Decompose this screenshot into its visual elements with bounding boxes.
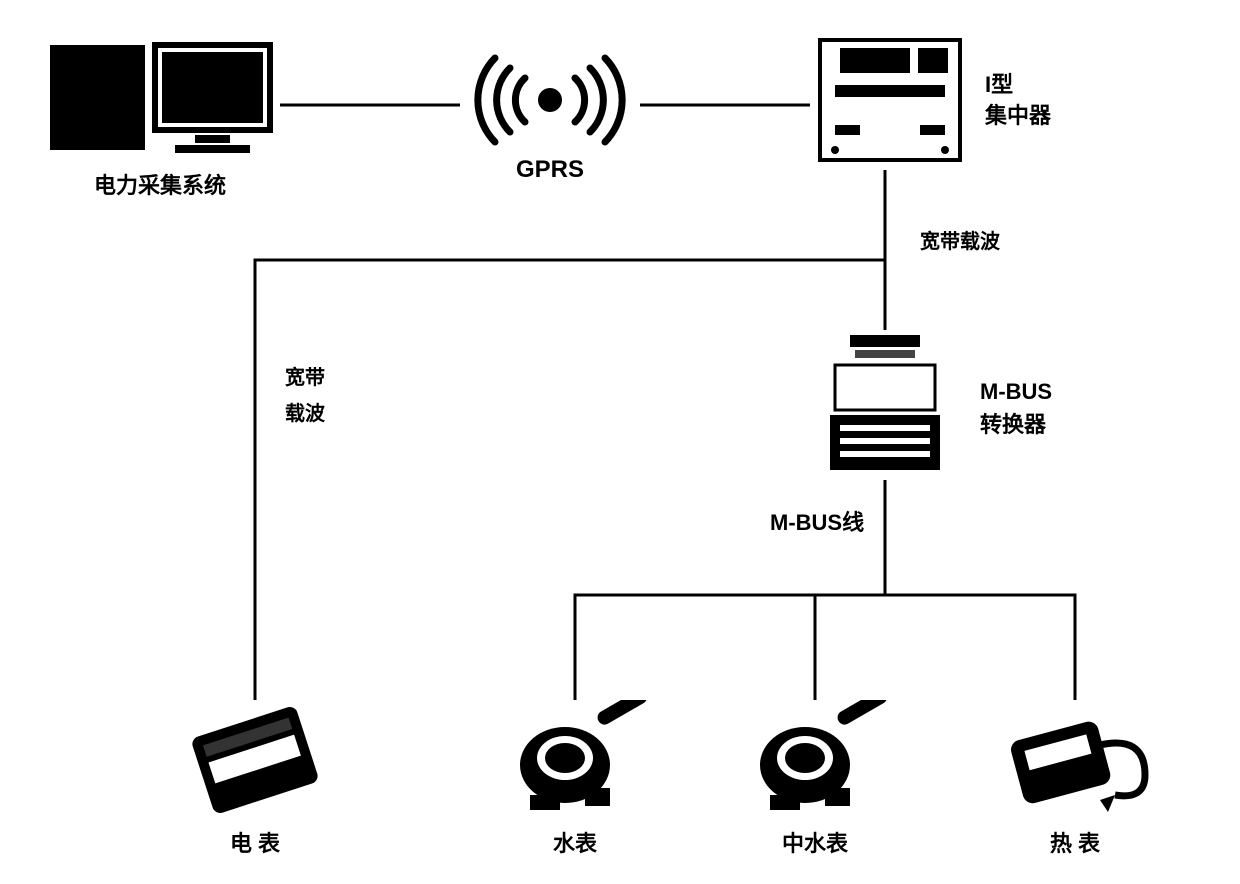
node-power-system: 电力采集系统	[40, 40, 280, 200]
gprs-label: GPRS	[516, 156, 584, 184]
mbus-converter-label: M-BUS 转换器	[980, 375, 1052, 441]
water-meter-label: 水表	[553, 826, 597, 858]
power-system-label: 电力采集系统	[94, 168, 226, 200]
mid-water-meter-icon	[730, 700, 900, 820]
concentrator-label: I型 集中器	[985, 70, 1051, 132]
edge-label-broadband-1: 宽带载波	[920, 225, 1000, 254]
edge-label-broadband-2: 宽带 载波	[285, 360, 325, 432]
concentrator-icon	[810, 30, 970, 170]
water-meter-icon	[490, 700, 660, 820]
electric-meter-icon	[170, 700, 340, 820]
heat-meter-icon	[980, 700, 1170, 820]
node-concentrator	[810, 30, 970, 170]
node-heat-meter: 热 表	[980, 700, 1170, 858]
heat-meter-label: 热 表	[1050, 826, 1100, 858]
node-mid-water-meter: 中水表	[730, 700, 900, 858]
edge-label-mbus-line: M-BUS线	[770, 505, 864, 537]
node-gprs: GPRS	[460, 50, 640, 184]
computer-icon	[40, 40, 280, 160]
node-water-meter: 水表	[490, 700, 660, 858]
electric-meter-label: 电 表	[230, 826, 280, 858]
mid-water-meter-label: 中水表	[782, 826, 848, 858]
converter-icon	[810, 330, 960, 480]
wireless-icon	[460, 50, 640, 150]
node-mbus-converter	[810, 330, 960, 480]
node-electric-meter: 电 表	[170, 700, 340, 858]
